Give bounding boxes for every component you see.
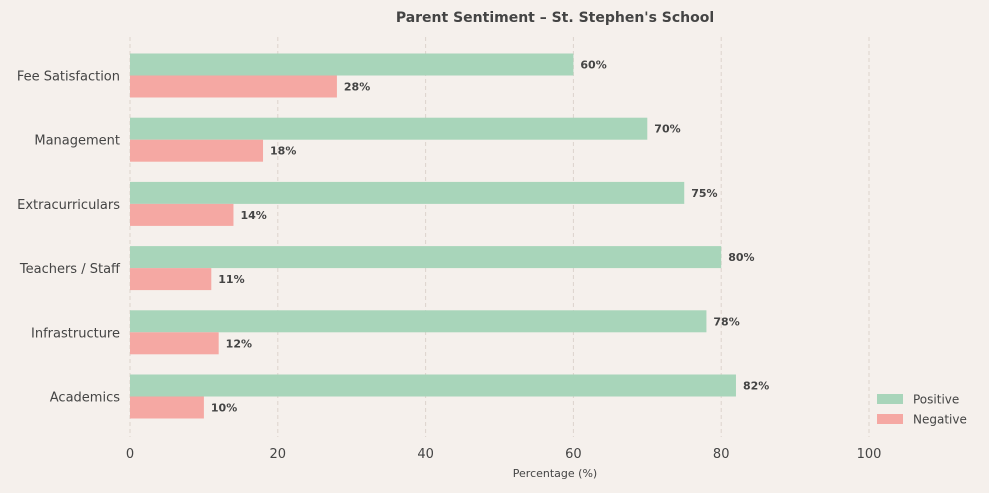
y-tick-label: Teachers / Staff xyxy=(19,262,121,277)
bar-positive xyxy=(130,117,648,140)
bar-positive xyxy=(130,310,707,333)
bar-negative xyxy=(130,332,219,355)
x-tick-label: 100 xyxy=(857,447,882,462)
data-label: 28% xyxy=(344,81,370,94)
data-label: 75% xyxy=(691,187,717,200)
y-tick-label: Fee Satisfaction xyxy=(17,70,120,85)
data-label: 60% xyxy=(580,59,606,72)
x-axis-label: Percentage (%) xyxy=(513,467,597,480)
data-label: 82% xyxy=(743,380,769,393)
data-label: 14% xyxy=(240,209,266,222)
legend: Positive Negative xyxy=(877,393,967,427)
legend-swatch-positive xyxy=(877,394,903,404)
bar-negative xyxy=(130,203,234,226)
legend-swatch-negative xyxy=(877,414,903,424)
y-tick-label: Academics xyxy=(50,391,120,406)
bar-positive xyxy=(130,374,736,397)
x-tick-label: 60 xyxy=(565,447,582,462)
bar-positive xyxy=(130,246,722,269)
bar-negative xyxy=(130,396,204,419)
data-label: 70% xyxy=(654,123,680,136)
y-tick-label: Management xyxy=(34,134,120,149)
bar-negative xyxy=(130,268,212,291)
x-tick-label: 80 xyxy=(713,447,730,462)
bar-negative xyxy=(130,139,264,162)
x-tick-label: 40 xyxy=(417,447,434,462)
data-label: 80% xyxy=(728,251,754,264)
legend-label: Positive xyxy=(913,393,959,407)
y-tick-label: Infrastructure xyxy=(31,326,120,341)
data-label: 18% xyxy=(270,145,296,158)
data-label: 11% xyxy=(218,273,244,286)
y-tick-label: Extracurriculars xyxy=(17,198,120,213)
bar-positive xyxy=(130,181,685,204)
bar-negative xyxy=(130,75,337,98)
data-label: 78% xyxy=(713,315,739,328)
data-label: 10% xyxy=(211,402,237,415)
data-label: 12% xyxy=(226,337,252,350)
x-tick-label: 0 xyxy=(126,447,134,462)
legend-label: Negative xyxy=(913,413,967,427)
x-tick-label: 20 xyxy=(270,447,287,462)
bar-positive xyxy=(130,53,574,76)
chart-title: Parent Sentiment – St. Stephen's School xyxy=(396,10,714,26)
